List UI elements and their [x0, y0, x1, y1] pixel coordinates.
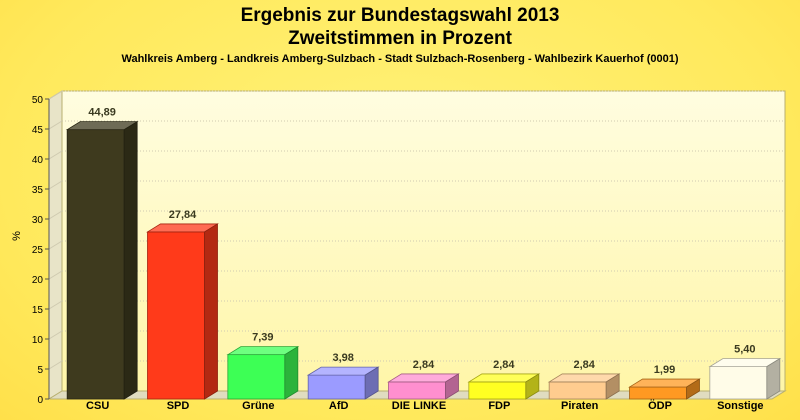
bar-front [307, 374, 366, 400]
gridline-side [48, 150, 63, 160]
x-tick-label: Grüne [242, 400, 274, 412]
bar-value-label: 2,84 [413, 359, 435, 371]
gridline-side [48, 270, 63, 280]
y-tick-label: 45 [32, 125, 44, 136]
bar-die-linke [387, 373, 460, 400]
gridline-side [48, 180, 63, 190]
y-tick-label: 50 [32, 95, 44, 106]
bar-side [525, 373, 540, 400]
x-tick-label: DIE LINKE [392, 400, 446, 412]
y-tick-label: 5 [37, 365, 43, 376]
bar-value-label: 27,84 [169, 209, 197, 221]
bar-ödp [628, 378, 701, 400]
bar-front [548, 381, 607, 400]
bar-value-label: 3,98 [332, 352, 353, 364]
x-tick-label: CSU [86, 400, 109, 412]
bar-front [629, 386, 687, 400]
chart-title: Ergebnis zur Bundestagswahl 2013 Zweitst… [0, 4, 800, 50]
x-tick-label: ÖDP [648, 399, 672, 412]
y-axis-label: % [11, 231, 23, 241]
x-tick-label: FDP [488, 400, 510, 412]
bar-front [388, 381, 446, 400]
gridline-side [48, 240, 63, 250]
bar-side [605, 373, 620, 400]
bar-side [766, 357, 781, 400]
y-tick-label: 10 [32, 335, 44, 346]
y-tick-label: 40 [32, 155, 44, 166]
bar-piraten [547, 373, 621, 400]
chart-title-line1: Ergebnis zur Bundestagswahl 2013 [240, 5, 560, 26]
bar-value-label: 44,89 [88, 107, 116, 119]
y-tick-label: 25 [32, 245, 44, 256]
gridline-side [48, 120, 63, 130]
gridline-side [48, 330, 63, 340]
gridline-side [48, 210, 63, 220]
chart-title-line2: Zweitstimmen in Prozent [288, 28, 512, 49]
bar-front [227, 354, 286, 400]
bar-side [284, 345, 299, 400]
bar-front [709, 366, 768, 400]
bar-front [468, 381, 527, 400]
bar-grüne [226, 345, 300, 400]
bar-value-label: 5,40 [734, 344, 755, 356]
bar-spd [146, 223, 219, 400]
bar-front [147, 231, 205, 400]
x-tick-label: AfD [329, 400, 349, 412]
bar-value-label: 1,99 [654, 364, 675, 376]
gridline-side [48, 90, 63, 100]
y-tick-label: 30 [32, 215, 44, 226]
y-tick-label: 20 [32, 275, 44, 286]
chart-subtitle: Wahlkreis Amberg - Landkreis Amberg-Sulz… [121, 53, 679, 65]
bar-value-label: 2,84 [493, 359, 515, 371]
bar-side [204, 223, 218, 400]
x-tick-label: Sonstige [717, 400, 763, 412]
bar-csu [65, 120, 139, 400]
bar-side [364, 366, 379, 400]
bar-value-label: 7,39 [252, 332, 273, 344]
bar-side [686, 378, 700, 400]
y-tick-label: 35 [32, 185, 44, 196]
y-tick-label: 15 [32, 305, 44, 316]
bar-side [123, 120, 138, 400]
x-tick-label: Piraten [561, 400, 599, 412]
gridline-side [48, 360, 63, 370]
bar-front [66, 129, 125, 400]
bar-sonstige [708, 357, 782, 400]
bar-afd [306, 366, 380, 400]
y-tick-label: 0 [37, 395, 43, 406]
x-tick-label: SPD [167, 400, 190, 412]
bar-value-label: 2,84 [573, 359, 595, 371]
bar-side [445, 373, 459, 400]
bar-fdp [467, 373, 541, 400]
gridline-side [48, 300, 63, 310]
